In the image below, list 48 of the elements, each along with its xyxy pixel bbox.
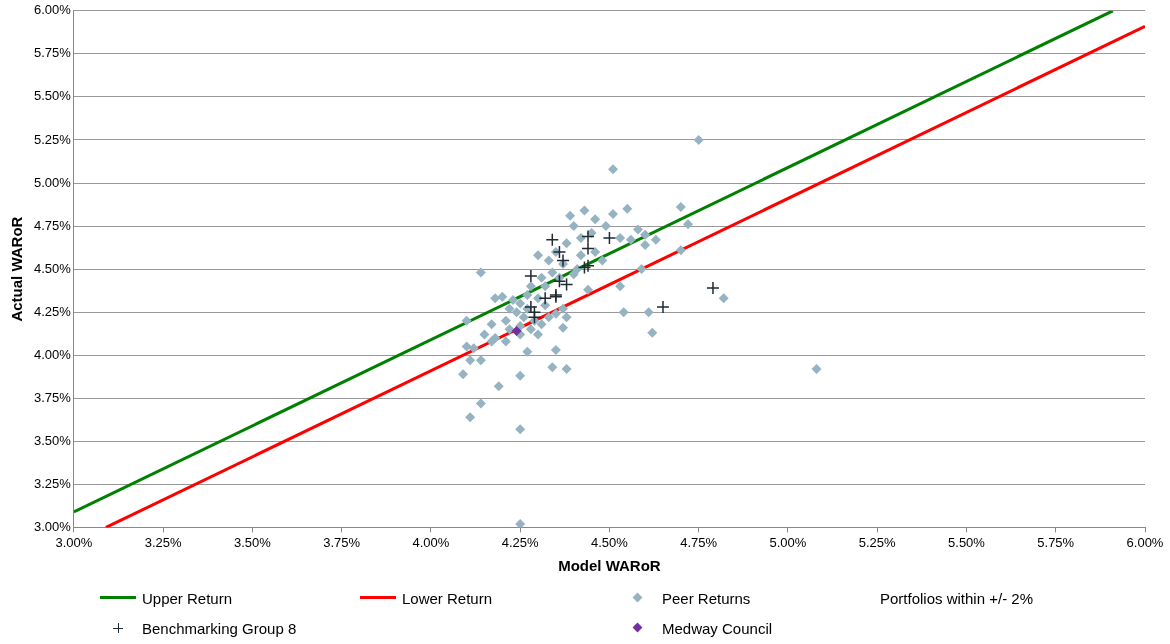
- x-tick-label: 3.75%: [323, 534, 361, 550]
- legend-label: Benchmarking Group 8: [142, 619, 297, 637]
- y-tick-label: 3.25%: [33, 475, 72, 491]
- point: [706, 281, 720, 295]
- x-axis-title: Model WARoR: [558, 557, 661, 575]
- y-tick-label: 5.00%: [33, 174, 72, 190]
- point: [581, 229, 595, 244]
- text: Portfolios within +/- 2%: [880, 588, 1034, 608]
- point: [556, 253, 570, 268]
- point: [545, 233, 560, 247]
- point: [552, 245, 567, 259]
- y-tick-label: 4.00%: [33, 346, 72, 362]
- point: [511, 326, 522, 337]
- y-tick-label: 5.50%: [33, 88, 72, 104]
- legend-label: Medway Council: [662, 619, 773, 637]
- y-tick-label: 4.50%: [33, 260, 72, 276]
- point: [602, 231, 617, 245]
- y-tick-label: 5.75%: [33, 45, 72, 61]
- y-tick-label: 4.25%: [33, 303, 72, 319]
- x-tick-label: 4.75%: [680, 534, 718, 550]
- x-tick-label: 3.00%: [55, 534, 93, 550]
- point: [538, 291, 552, 306]
- x-tick-label: 5.25%: [858, 534, 897, 550]
- y-tick-label: 3.75%: [33, 389, 72, 405]
- y-tick-label: 5.25%: [33, 131, 72, 147]
- x-tick-label: 5.00%: [769, 534, 807, 550]
- legend-label: Upper Return: [142, 589, 233, 607]
- point: [581, 258, 595, 273]
- x-tick-label: 3.25%: [144, 534, 182, 550]
- point: [581, 241, 595, 256]
- x-tick-label: 5.50%: [948, 534, 986, 550]
- y-tick-label: 6.00%: [33, 2, 72, 18]
- x-tick-label: 4.50%: [590, 534, 629, 550]
- x-tick-label: 5.75%: [1037, 534, 1075, 550]
- y-axis-title: Actual WARoR: [8, 216, 26, 322]
- point: [527, 310, 542, 325]
- x-tick-label: 4.00%: [412, 534, 450, 550]
- x-tick-label: 6.00%: [1126, 534, 1164, 550]
- x-tick-label: 4.25%: [501, 534, 540, 550]
- legend-label: Peer Returns: [662, 589, 751, 607]
- point: [524, 269, 538, 283]
- y-tick-label: 3.50%: [33, 432, 72, 448]
- point: [656, 300, 670, 314]
- y-tick-label: 3.00%: [33, 518, 72, 534]
- y-tick-label: 4.75%: [33, 217, 72, 233]
- legend-label: Lower Return: [402, 589, 493, 607]
- x-tick-label: 3.50%: [233, 534, 272, 550]
- point: [577, 260, 592, 275]
